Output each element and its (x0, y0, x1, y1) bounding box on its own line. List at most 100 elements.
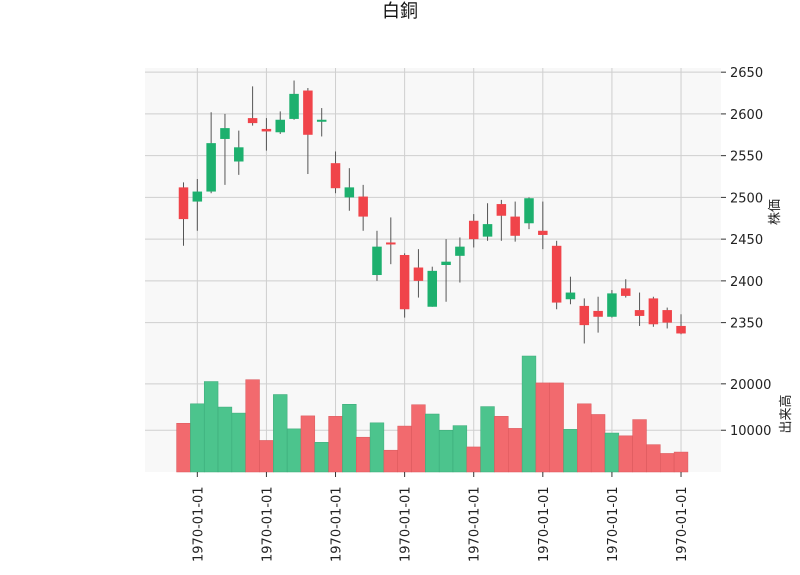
volume-bar (425, 413, 440, 473)
volume-bar (286, 428, 302, 473)
candle-body (234, 147, 244, 162)
candle (648, 296, 659, 327)
candle-body (634, 310, 645, 316)
candle-body (468, 220, 479, 240)
candle-body (344, 187, 355, 198)
candle (496, 199, 507, 241)
candle (316, 108, 327, 137)
volume-bar (411, 404, 426, 473)
price-tick-label: 2350 (730, 317, 763, 332)
candle-body (399, 254, 410, 310)
candle (579, 298, 590, 344)
candle (289, 80, 299, 120)
volume-bar (549, 382, 564, 473)
candle-body (220, 128, 230, 139)
candle-body (662, 310, 672, 323)
candle-body (510, 216, 520, 236)
volume-tick-label: 10000 (730, 424, 771, 439)
price-tick-label: 2450 (730, 233, 763, 248)
volume-bar (438, 429, 454, 473)
candle (441, 239, 451, 302)
candle-body (247, 118, 258, 124)
x-tick-label: 1970-01-01 (330, 486, 345, 562)
volume-bar (259, 440, 274, 473)
price-tick-label: 2400 (730, 275, 763, 290)
candle-body (482, 224, 493, 237)
price-tick-label: 2600 (730, 108, 763, 123)
volume-bar (314, 442, 329, 473)
candle-body (192, 191, 203, 202)
candle (275, 111, 285, 134)
candle (662, 307, 672, 329)
volume-axis-ticks: 10000 20000 (721, 378, 771, 439)
candle-body (607, 293, 617, 317)
candle (413, 249, 424, 298)
candle-body (538, 230, 548, 235)
price-panel-background (145, 68, 721, 356)
candle (399, 253, 410, 318)
candle-body (316, 119, 327, 122)
candle-body (565, 292, 576, 300)
volume-bar (466, 446, 481, 473)
candle (247, 86, 258, 126)
candle (676, 314, 686, 335)
candle-body (413, 267, 424, 281)
candle-body (676, 325, 686, 334)
volume-bar (300, 415, 316, 473)
candle (372, 230, 382, 281)
x-tick-label: 1970-01-01 (675, 486, 690, 562)
chart-title: 白銅 (382, 1, 418, 22)
candle (524, 197, 534, 230)
candle (192, 179, 203, 231)
volume-bar (590, 414, 606, 473)
candle (261, 118, 272, 151)
volume-bar (176, 423, 191, 473)
price-panel: 2350 2400 2450 2500 2550 2600 2650 株価 (145, 66, 783, 356)
volume-bar (577, 403, 592, 473)
volume-bar (604, 432, 620, 473)
volume-bar (397, 425, 412, 473)
candle-body (372, 246, 382, 276)
candle-body (330, 163, 341, 189)
volume-bar (563, 429, 578, 473)
candle (510, 201, 520, 242)
candle (538, 201, 548, 250)
volume-bar (618, 435, 633, 473)
candles (178, 80, 686, 344)
candle (468, 214, 479, 248)
volume-axis-label: 出来高 (778, 394, 794, 433)
candle (607, 290, 617, 318)
volume-bar (480, 406, 495, 473)
candle (178, 182, 189, 246)
volume-bar (203, 381, 219, 473)
candle-body (593, 310, 603, 317)
candle (551, 240, 562, 310)
price-tick-label: 2500 (730, 191, 763, 206)
volume-panel: 10000 20000 出来高 (145, 355, 794, 473)
candle (330, 151, 341, 194)
candle-body (441, 261, 451, 266)
price-tick-label: 2650 (730, 66, 763, 81)
x-tick-label: 1970-01-01 (191, 486, 206, 562)
price-axis-label: 株価 (768, 199, 783, 225)
volume-bar (231, 412, 246, 473)
volume-bars (176, 355, 689, 473)
x-axis-ticks: 1970-01-01 1970-01-01 1970-01-01 1970-01-01… (191, 472, 690, 562)
candle-body (620, 288, 631, 296)
candle-body (427, 270, 438, 307)
volume-bar (383, 449, 398, 473)
candle-body (206, 143, 216, 192)
volume-bar (217, 406, 233, 473)
candle (634, 292, 645, 326)
candle (565, 276, 576, 305)
candle-body (289, 93, 299, 119)
candle-body (648, 298, 659, 325)
candle (234, 130, 244, 175)
candle-body (496, 204, 507, 216)
candle-body (386, 242, 396, 245)
candle-body (275, 119, 285, 133)
candle-body (579, 305, 590, 326)
candle (455, 237, 465, 283)
volume-bar (273, 394, 288, 473)
